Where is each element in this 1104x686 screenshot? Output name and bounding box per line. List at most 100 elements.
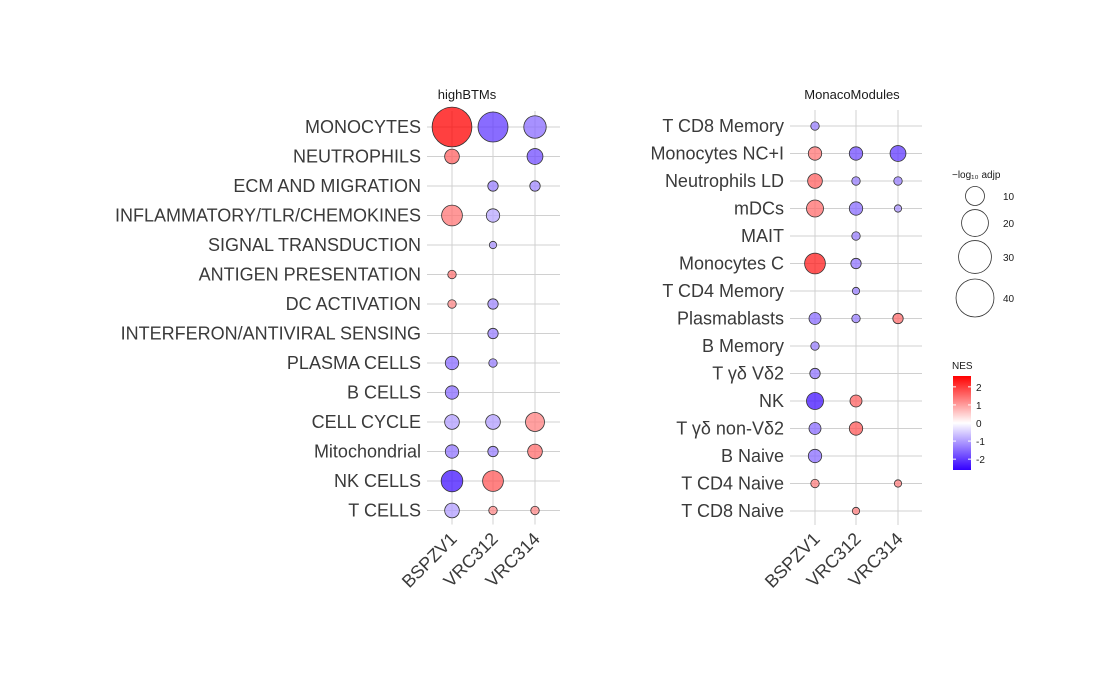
point-neutrophils-ld-vrc312 [851, 176, 861, 186]
size-legend-key [961, 209, 989, 237]
point-monocytes-vrc312 [477, 111, 509, 143]
color-legend-tick-label: 1 [976, 401, 982, 412]
panel-title: MonacoModules [804, 87, 900, 102]
panel-monaco-modules: MonacoModules T CD8 Memory Monocytes NC+I N… [650, 87, 922, 592]
row-label-t-cells: T CELLS [348, 501, 421, 521]
point-monocytes-nc-i-vrc312 [848, 146, 864, 161]
row-label-monocytes-c: Monocytes C [679, 254, 784, 274]
point-t-non-v-2-vrc312 [848, 421, 864, 436]
point-t-cells-vrc312 [488, 505, 498, 516]
point-t-cd4-memory-vrc312 [851, 286, 861, 296]
size-legend-label: 10 [1003, 192, 1015, 203]
point-mdcs-bspzv1 [806, 199, 824, 218]
point-neutrophils-ld-vrc314 [893, 176, 903, 186]
row-label-t-v-2: T γδ Vδ2 [712, 364, 784, 384]
panel-highbtms: highBTMs MONOCYTES NEUTROPHILS ECM AND MIGR… [115, 87, 560, 592]
point-dc-activation-vrc312 [487, 298, 499, 310]
point-nk-vrc312 [849, 394, 863, 408]
point-nk-bspzv1 [806, 392, 824, 410]
point-signal-transduction-vrc312 [488, 240, 498, 250]
row-label-t-cd4-memory: T CD4 Memory [662, 281, 784, 301]
point-neutrophils-vrc314 [526, 148, 544, 165]
color-legend-tick-label: 0 [976, 419, 982, 430]
point-monocytes-nc-i-vrc314 [889, 145, 907, 162]
row-label-mitochondrial: Mitochondrial [314, 442, 421, 462]
row-label-inflammatory-tlr-chemokines: INFLAMMATORY/TLR/CHEMOKINES [115, 206, 421, 226]
row-label-monocytes: MONOCYTES [305, 117, 421, 137]
color-legend-tick-label: -1 [976, 437, 985, 448]
size-legend-key [965, 186, 985, 206]
size-legend-label: 40 [1003, 294, 1015, 305]
point-plasmablasts-vrc314 [892, 312, 904, 325]
row-label-plasma-cells: PLASMA CELLS [287, 353, 421, 373]
row-label-nk: NK [759, 391, 784, 411]
size-legend-key [955, 278, 995, 318]
point-mitochondrial-vrc314 [527, 443, 543, 460]
point-t-cd8-naive-vrc312 [851, 506, 861, 516]
point-b-cells-bspzv1 [444, 385, 460, 400]
row-label-t-cd8-memory: T CD8 Memory [662, 116, 784, 136]
point-cell-cycle-vrc314 [525, 412, 545, 432]
point-plasma-cells-vrc312 [488, 358, 498, 368]
point-neutrophils-bspzv1 [444, 148, 460, 165]
color-legend-tick-label: -2 [976, 455, 985, 466]
point-cell-cycle-bspzv1 [444, 414, 460, 430]
row-label-t-non-v-2: T γδ non-Vδ2 [676, 419, 784, 439]
row-label-signal-transduction: SIGNAL TRANSDUCTION [208, 235, 421, 255]
row-label-nk-cells: NK CELLS [334, 471, 421, 491]
color-legend-bar [953, 376, 971, 470]
color-legend-tick-label: 2 [976, 383, 982, 394]
point-nk-cells-bspzv1 [440, 469, 464, 493]
point-ecm-and-migration-vrc314 [529, 180, 541, 192]
point-t-non-v-2-bspzv1 [808, 422, 822, 435]
point-b-memory-bspzv1 [810, 341, 820, 351]
point-mdcs-vrc312 [848, 201, 864, 216]
row-label-monocytes-nc-i: Monocytes NC+I [650, 144, 784, 164]
point-t-cells-bspzv1 [444, 502, 460, 519]
row-label-interferon-antiviral-sensing: INTERFERON/ANTIVIRAL SENSING [121, 324, 421, 344]
row-label-neutrophils: NEUTROPHILS [293, 147, 421, 167]
point-mait-vrc312 [851, 231, 861, 241]
point-plasmablasts-vrc312 [851, 313, 861, 324]
point-mitochondrial-vrc312 [487, 445, 499, 458]
point-plasmablasts-bspzv1 [808, 312, 822, 325]
point-monocytes-nc-i-bspzv1 [807, 146, 823, 161]
row-label-dc-activation: DC ACTIVATION [286, 294, 421, 314]
size-legend-title: −log₁₀ adjp [952, 170, 1001, 181]
point-plasma-cells-bspzv1 [444, 355, 460, 371]
point-b-naive-bspzv1 [807, 448, 823, 464]
point-antigen-presentation-bspzv1 [447, 269, 457, 280]
point-monocytes-c-bspzv1 [804, 252, 826, 275]
point-mitochondrial-bspzv1 [444, 444, 460, 459]
row-label-ecm-and-migration: ECM AND MIGRATION [233, 176, 421, 196]
row-label-t-cd4-naive: T CD4 Naive [681, 474, 784, 494]
point-neutrophils-ld-bspzv1 [807, 173, 823, 189]
point-t-cells-vrc314 [530, 505, 540, 516]
size-legend-label: 20 [1003, 219, 1015, 230]
row-label-b-memory: B Memory [702, 336, 784, 356]
point-dc-activation-bspzv1 [447, 299, 457, 309]
row-label-cell-cycle: CELL CYCLE [312, 412, 421, 432]
row-label-mdcs: mDCs [734, 199, 784, 219]
point-inflammatory-tlr-chemokines-bspzv1 [441, 204, 463, 227]
point-monocytes-vrc314 [523, 115, 547, 139]
point-monocytes-bspzv1 [431, 106, 473, 148]
point-interferon-antiviral-sensing-vrc312 [487, 327, 499, 340]
row-label-plasmablasts: Plasmablasts [677, 309, 784, 329]
color-legend-title: NES [952, 361, 973, 372]
size-legend-key [958, 240, 992, 274]
row-label-neutrophils-ld: Neutrophils LD [665, 171, 784, 191]
point-monocytes-c-vrc312 [850, 257, 862, 270]
panel-title: highBTMs [438, 87, 497, 102]
point-ecm-and-migration-vrc312 [487, 180, 499, 192]
point-nk-cells-vrc312 [482, 470, 504, 492]
point-t-cd4-naive-bspzv1 [810, 478, 820, 489]
point-t-v-2-bspzv1 [809, 367, 821, 380]
row-label-mait: MAIT [741, 226, 784, 246]
row-label-antigen-presentation: ANTIGEN PRESENTATION [199, 265, 421, 285]
row-label-t-cd8-naive: T CD8 Naive [681, 501, 784, 521]
